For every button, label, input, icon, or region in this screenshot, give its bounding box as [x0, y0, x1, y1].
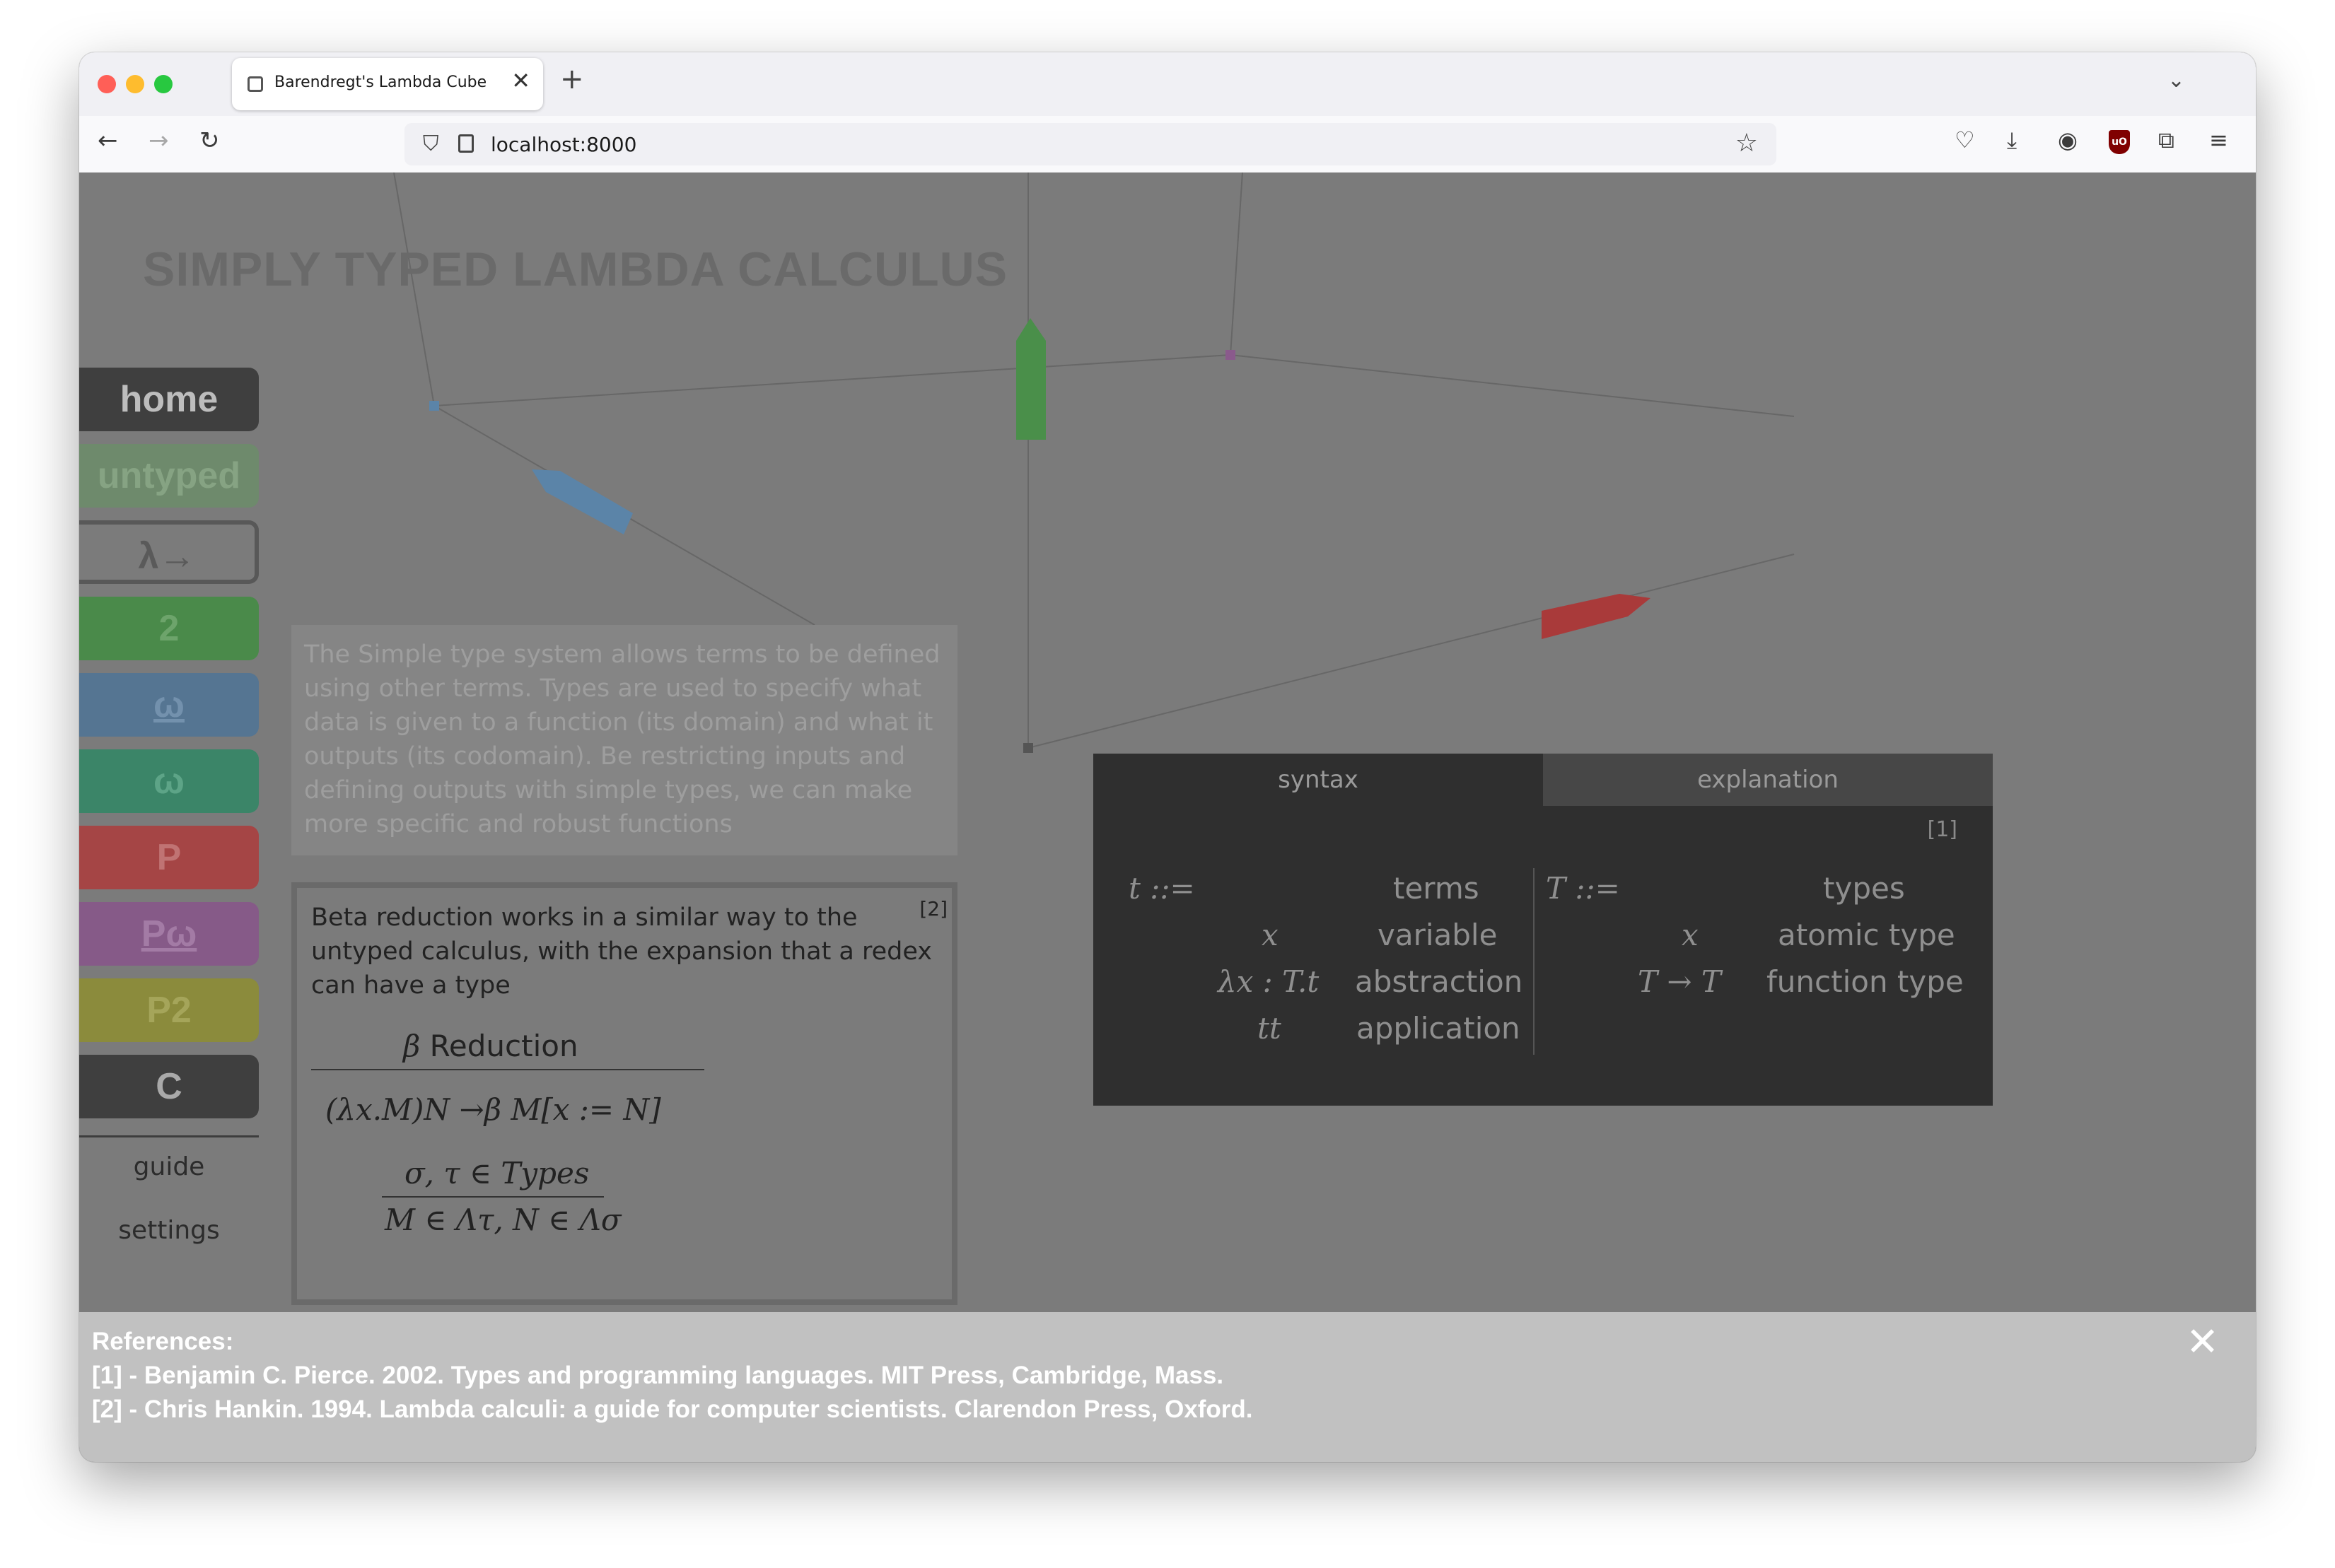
- nav-p2-button[interactable]: P2: [79, 978, 259, 1042]
- lambda-cube-graphic: [393, 172, 1795, 753]
- reference-item: [1] - Benjamin C. Pierce. 2002. Types an…: [92, 1362, 1224, 1389]
- nav-simply-typed-button[interactable]: λ→: [79, 520, 259, 584]
- nav-system-2-button[interactable]: 2: [79, 597, 259, 660]
- cube-vertex: [429, 401, 439, 411]
- cube-vertex: [1023, 743, 1033, 753]
- citation-marker[interactable]: [1]: [1927, 817, 1958, 842]
- ublock-shield-icon[interactable]: uO: [2109, 130, 2130, 154]
- intro-description: The Simple type system allows terms to b…: [291, 625, 957, 855]
- grammar-separator: [1533, 868, 1535, 1055]
- references-footer: References: [1] - Benjamin C. Pierce. 20…: [79, 1312, 2256, 1462]
- page-title: SIMPLY TYPED LAMBDA CALCULUS: [143, 242, 1008, 296]
- page-content: SIMPLY TYPED LAMBDA CALCULUS home untype…: [79, 172, 2256, 1462]
- download-icon[interactable]: ⤓: [2007, 127, 2017, 153]
- tab-bar: Barendregt's Lambda Cube ✕ + ⌄: [79, 52, 2256, 116]
- page-info-icon[interactable]: [458, 134, 474, 153]
- beta-description: Beta reduction works in a similar way to…: [311, 903, 933, 1000]
- syntax-panel: syntax explanation [1] t ::= terms x var…: [1093, 754, 1993, 1106]
- back-arrow-icon[interactable]: ←: [98, 127, 118, 155]
- terms-label: terms: [1393, 871, 1479, 906]
- nav-omega-button[interactable]: ω: [79, 749, 259, 813]
- new-tab-button[interactable]: +: [560, 63, 584, 95]
- tab-close-icon[interactable]: ✕: [511, 67, 530, 94]
- references-heading: References:: [92, 1328, 234, 1355]
- nav-settings-link[interactable]: settings: [118, 1216, 220, 1245]
- pocket-icon[interactable]: ♡: [1955, 127, 1975, 153]
- green-axis-arrow: [1016, 318, 1046, 440]
- type-label: function type: [1766, 964, 1964, 999]
- reference-item: [2] - Chris Hankin. 1994. Lambda calculi…: [92, 1396, 1253, 1423]
- beta-reduction-heading: β Reduction: [403, 1029, 578, 1063]
- tab-explanation[interactable]: explanation: [1543, 754, 1993, 806]
- terms-head: t ::=: [1129, 871, 1195, 906]
- browser-tab[interactable]: Barendregt's Lambda Cube ✕: [232, 58, 543, 110]
- term-expr: tt: [1257, 1011, 1281, 1046]
- beta-rule: (λx.M)N →β M[x := N]: [325, 1092, 661, 1127]
- page-icon: [248, 76, 263, 92]
- nav-weak-omega-button[interactable]: ω: [79, 673, 259, 737]
- nav-home-button[interactable]: home: [79, 368, 259, 431]
- tab-syntax[interactable]: syntax: [1093, 754, 1543, 806]
- type-label: atomic type: [1778, 918, 1955, 952]
- bookmark-star-icon[interactable]: ☆: [1735, 129, 1758, 158]
- menu-icon[interactable]: ≡: [2209, 127, 2228, 153]
- term-label: abstraction: [1355, 964, 1523, 999]
- cube-vertex: [1225, 350, 1235, 360]
- address-bar[interactable]: ⛉ localhost:8000 ☆: [404, 123, 1776, 165]
- term-expr: λx : T.t: [1218, 964, 1320, 999]
- forward-arrow-icon[interactable]: →: [149, 127, 169, 155]
- tab-title: Barendregt's Lambda Cube: [274, 74, 487, 91]
- type-expr: x: [1682, 918, 1699, 952]
- inference-line: [382, 1196, 604, 1198]
- citation-marker[interactable]: [2]: [919, 897, 948, 920]
- chevron-down-icon[interactable]: ⌄: [2167, 68, 2185, 93]
- navigation-toolbar: ← → ↻ ⛉ localhost:8000 ☆ ♡ ⤓ ◉ uO ⧉ ≡: [79, 116, 2256, 173]
- red-axis-arrow: [1542, 594, 1650, 639]
- heading-underline: [311, 1069, 704, 1070]
- minimize-window-button[interactable]: [126, 75, 144, 93]
- types-head: T ::=: [1546, 871, 1620, 906]
- nav-p-button[interactable]: P: [79, 826, 259, 889]
- nav-untyped-button[interactable]: untyped: [79, 444, 259, 508]
- nav-divider: [79, 1135, 259, 1137]
- nav-c-button[interactable]: C: [79, 1055, 259, 1118]
- term-expr: x: [1262, 918, 1279, 952]
- shield-icon[interactable]: ⛉: [423, 131, 439, 156]
- term-label: variable: [1378, 918, 1498, 952]
- browser-window: Barendregt's Lambda Cube ✕ + ⌄ ← → ↻ ⛉ l…: [79, 52, 2256, 1462]
- type-expr: T → T: [1638, 964, 1721, 999]
- reload-icon[interactable]: ↻: [199, 127, 220, 155]
- term-label: application: [1356, 1011, 1520, 1046]
- nav-guide-link[interactable]: guide: [133, 1152, 205, 1181]
- blue-axis-arrow: [532, 469, 633, 534]
- rule-conclusion: M ∈ Λτ, N ∈ Λσ: [385, 1203, 622, 1237]
- nav-p-omega-button[interactable]: Pω: [79, 902, 259, 966]
- zoom-window-button[interactable]: [154, 75, 173, 93]
- types-label: types: [1823, 871, 1905, 906]
- close-references-icon[interactable]: ✕: [2186, 1319, 2219, 1364]
- beta-reduction-card: Beta reduction works in a similar way to…: [291, 882, 957, 1305]
- url-text[interactable]: localhost:8000: [491, 133, 637, 156]
- extensions-icon[interactable]: ⧉: [2158, 127, 2174, 153]
- rule-premise: σ, τ ∈ Types: [404, 1156, 590, 1190]
- account-icon[interactable]: ◉: [2058, 127, 2078, 153]
- close-window-button[interactable]: [98, 75, 116, 93]
